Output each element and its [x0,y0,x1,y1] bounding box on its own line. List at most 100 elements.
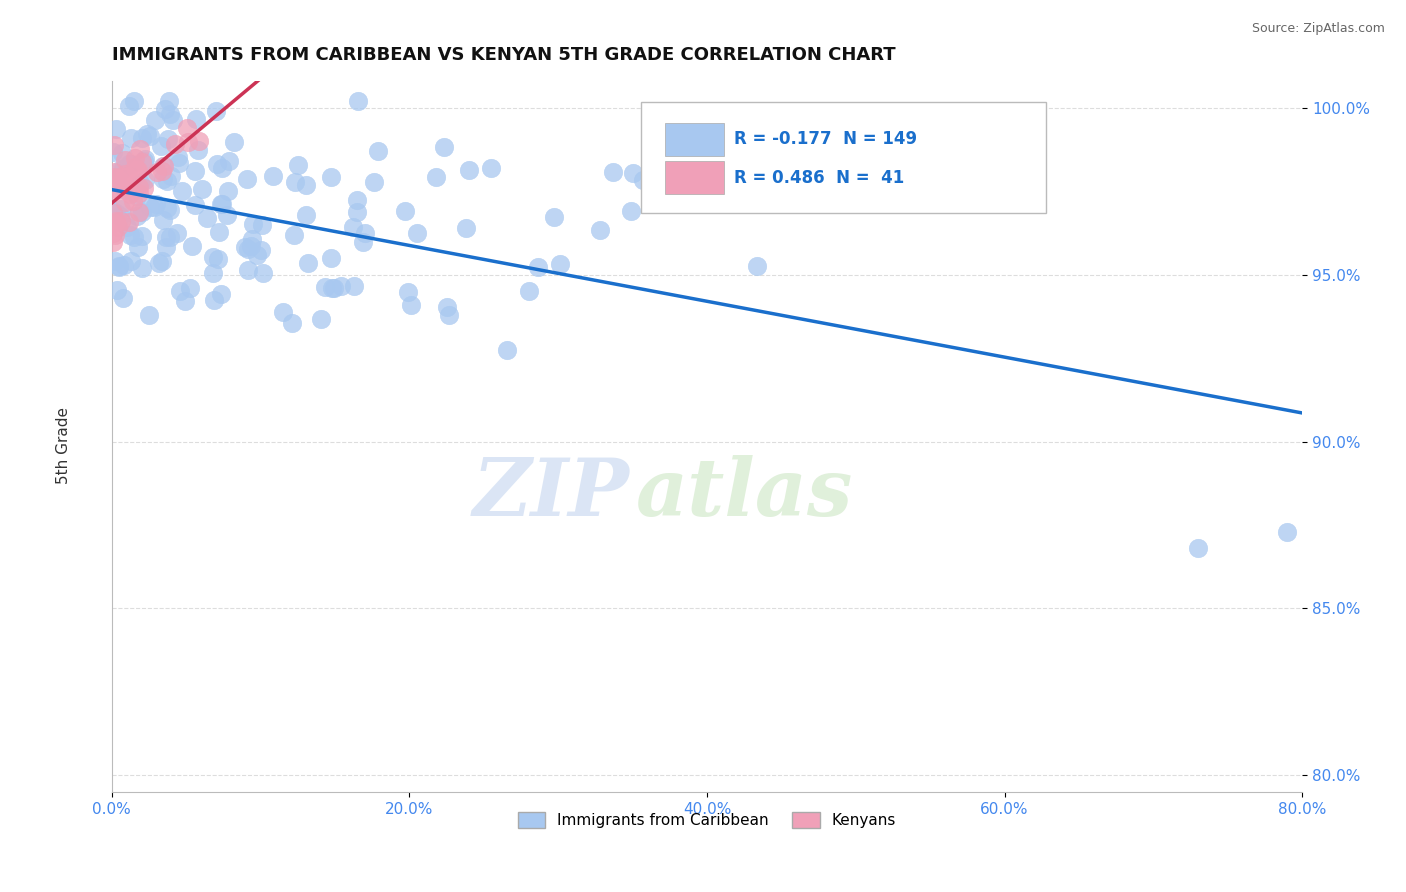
Point [195,211,218,226]
Point [114,167,136,181]
Point [425,169,447,184]
Point [621,166,644,180]
Point [238,263,260,277]
Point [602,165,624,179]
Point [105,170,128,185]
Point [103,216,125,230]
Point [143,200,166,214]
Point [114,183,136,197]
Point [589,222,612,236]
Point [108,209,131,223]
Point [396,285,419,299]
Point [458,162,481,177]
Point [103,206,125,220]
Point [218,153,240,168]
Point [236,243,259,257]
Point [346,204,368,219]
Point [104,254,127,268]
Point [406,226,429,240]
Point [167,156,190,170]
Point [295,178,318,193]
Point [295,208,318,222]
Point [128,205,150,219]
Point [314,280,336,294]
Point [155,230,177,244]
Point [239,239,262,253]
Point [177,135,200,149]
Point [125,188,148,202]
Point [127,163,149,178]
Point [103,145,125,159]
Point [157,94,180,108]
Point [110,202,132,216]
Point [495,343,517,358]
Point [118,215,141,229]
Point [159,230,181,244]
Point [176,120,198,135]
Point [283,228,305,243]
Point [156,174,179,188]
Point [149,139,172,153]
Point [352,235,374,249]
Point [174,293,197,308]
Point [207,252,229,267]
Point [252,218,274,232]
Point [115,180,138,194]
Point [110,214,132,228]
Point [181,239,204,253]
Point [105,283,128,297]
Point [103,204,125,219]
Text: IMMIGRANTS FROM CARIBBEAN VS KENYAN 5TH GRADE CORRELATION CHART: IMMIGRANTS FROM CARIBBEAN VS KENYAN 5TH … [111,46,896,64]
Point [479,161,502,176]
Point [217,184,239,198]
Point [107,220,129,235]
Point [297,256,319,270]
Point [118,228,141,243]
Point [1187,541,1209,556]
FancyBboxPatch shape [641,103,1046,212]
FancyBboxPatch shape [665,123,724,156]
Point [131,229,153,244]
Point [103,181,125,195]
Point [112,291,135,305]
Point [152,172,174,186]
Point [202,266,225,280]
Text: 5th Grade: 5th Grade [56,408,70,484]
Point [136,128,159,142]
Point [394,203,416,218]
Point [122,230,145,244]
Point [145,197,167,211]
Point [146,165,169,179]
Point [517,284,540,298]
Point [262,169,284,184]
Point [104,169,127,184]
Point [346,94,368,108]
Point [271,305,294,319]
Point [321,251,343,265]
Point [156,132,179,146]
Point [631,173,654,187]
Point [319,170,342,185]
Point [112,169,135,184]
Point [183,198,205,212]
Point [152,159,174,173]
Point [155,240,177,254]
Point [112,258,135,272]
Point [134,153,156,168]
Point [160,169,183,184]
Text: Source: ZipAtlas.com: Source: ZipAtlas.com [1251,22,1385,36]
FancyBboxPatch shape [665,161,724,194]
Point [454,220,477,235]
Point [281,316,304,330]
Point [128,186,150,201]
Point [433,140,456,154]
Point [104,205,127,219]
Point [129,142,152,156]
Point [208,225,231,239]
Point [127,163,149,178]
Point [166,226,188,240]
Point [343,278,366,293]
Point [236,172,259,186]
Point [134,152,156,166]
Point [128,176,150,190]
